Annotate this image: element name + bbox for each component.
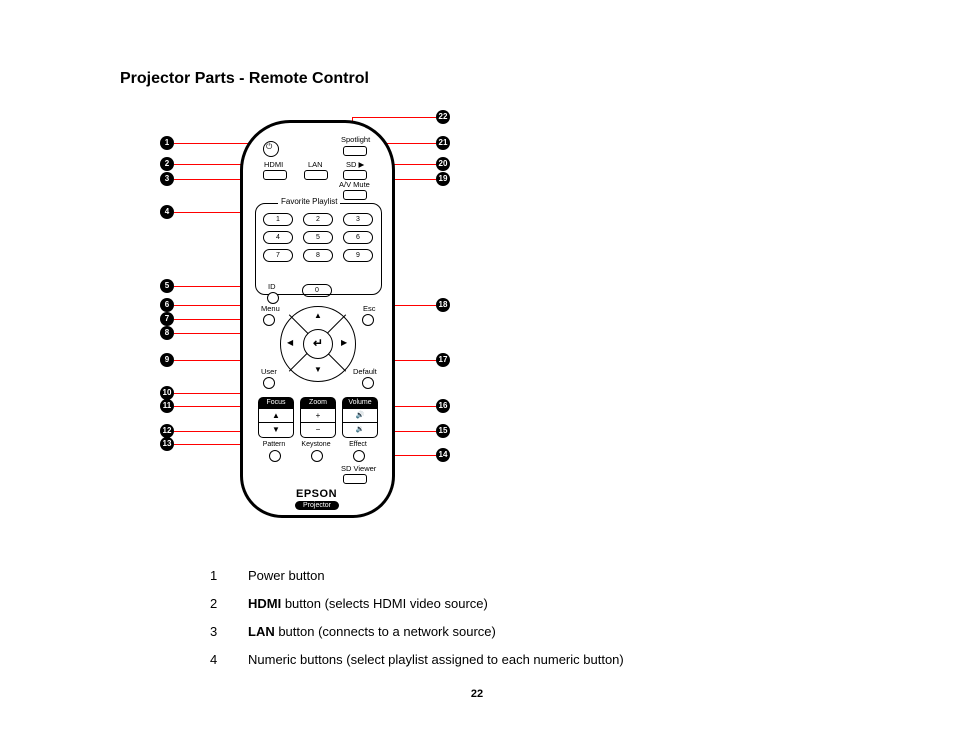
callout-14: 14 — [436, 448, 450, 462]
effect-label: Effect — [343, 441, 373, 448]
legend-row-4: 4Numeric buttons (select playlist assign… — [210, 646, 624, 674]
key-4[interactable]: 4 — [263, 231, 293, 244]
sd-label: SD ▶ — [346, 161, 364, 169]
key-8[interactable]: 8 — [303, 249, 333, 262]
callout-5: 5 — [160, 279, 174, 293]
callout-8: 8 — [160, 326, 174, 340]
legend-list: 1Power button2HDMI button (selects HDMI … — [210, 562, 624, 674]
legend-text: Numeric buttons (select playlist assigne… — [248, 646, 624, 674]
hdmi-label: HDMI — [264, 161, 283, 169]
user-label: User — [261, 368, 277, 376]
page-title: Projector Parts - Remote Control — [120, 70, 369, 88]
brand-label: EPSON — [296, 488, 337, 500]
keystone-button[interactable] — [311, 450, 323, 462]
menu-button[interactable] — [263, 314, 275, 326]
nav-wheel[interactable]: ▲ ▼ ◀ ▶ ↵ — [280, 306, 356, 382]
menu-label: Menu — [261, 305, 280, 313]
key-9[interactable]: 9 — [343, 249, 373, 262]
volume-up-button[interactable]: 🔊 — [342, 408, 378, 423]
sd-button[interactable] — [343, 170, 367, 180]
keystone-label: Keystone — [301, 441, 331, 448]
lan-button[interactable] — [304, 170, 328, 180]
volume-label: Volume — [342, 397, 378, 408]
avmute-label: A/V Mute — [339, 181, 370, 189]
callout-2: 2 — [160, 157, 174, 171]
pattern-label: Pattern — [259, 441, 289, 448]
legend-row-1: 1Power button — [210, 562, 624, 590]
callout-19: 19 — [436, 172, 450, 186]
user-button[interactable] — [263, 377, 275, 389]
page-number: 22 — [0, 688, 954, 700]
legend-num: 1 — [210, 562, 248, 590]
key-6[interactable]: 6 — [343, 231, 373, 244]
callout-16: 16 — [436, 399, 450, 413]
callout-12: 12 — [160, 424, 174, 438]
callout-17: 17 — [436, 353, 450, 367]
volume-down-button[interactable]: 🔉 — [342, 423, 378, 438]
spotlight-button[interactable] — [343, 146, 367, 156]
callout-4: 4 — [160, 205, 174, 219]
sdviewer-button[interactable] — [343, 474, 367, 484]
callout-1: 1 — [160, 136, 174, 150]
esc-button[interactable] — [362, 314, 374, 326]
callout-11: 11 — [160, 399, 174, 413]
legend-text: HDMI button (selects HDMI video source) — [248, 590, 488, 618]
callout-13: 13 — [160, 437, 174, 451]
focus-up-button[interactable]: ▲ — [258, 408, 294, 423]
focus-label: Focus — [258, 397, 294, 408]
legend-text: Power button — [248, 562, 325, 590]
effect-button[interactable] — [353, 450, 365, 462]
key-3[interactable]: 3 — [343, 213, 373, 226]
callout-21: 21 — [436, 136, 450, 150]
enter-button[interactable]: ↵ — [303, 329, 333, 359]
callout-15: 15 — [436, 424, 450, 438]
pattern-button[interactable] — [269, 450, 281, 462]
default-button[interactable] — [362, 377, 374, 389]
legend-row-3: 3LAN button (connects to a network sourc… — [210, 618, 624, 646]
callout-22: 22 — [436, 110, 450, 124]
sdviewer-label: SD Viewer — [341, 465, 376, 473]
hdmi-button[interactable] — [263, 170, 287, 180]
focus-down-button[interactable]: ▼ — [258, 423, 294, 438]
favorite-title: Favorite Playlist — [278, 197, 340, 206]
nav-left-icon: ◀ — [287, 338, 293, 347]
legend-num: 4 — [210, 646, 248, 674]
zoom-label: Zoom — [300, 397, 336, 408]
callout-20: 20 — [436, 157, 450, 171]
power-icon: ⏻ — [266, 143, 272, 151]
id-button[interactable] — [267, 292, 279, 304]
zoom-minus-button[interactable]: − — [300, 423, 336, 438]
key-0[interactable]: 0 — [302, 284, 332, 297]
brand-sub-label: Projector — [295, 501, 339, 510]
default-label: Default — [353, 368, 377, 376]
legend-text: LAN button (connects to a network source… — [248, 618, 496, 646]
zoom-plus-button[interactable]: + — [300, 408, 336, 423]
lan-label: LAN — [308, 161, 323, 169]
id-label: ID — [268, 283, 276, 291]
avmute-button[interactable] — [343, 190, 367, 200]
spotlight-label: Spotlight — [341, 136, 370, 144]
nav-down-icon: ▼ — [314, 365, 322, 374]
remote-diagram: 12345678910111213 222120191817161514 ⏻ S… — [160, 102, 470, 542]
remote-body: ⏻ Spotlight HDMI LAN SD ▶ A/V Mute Favor… — [240, 120, 395, 518]
key-7[interactable]: 7 — [263, 249, 293, 262]
nav-up-icon: ▲ — [314, 311, 322, 320]
legend-num: 3 — [210, 618, 248, 646]
nav-right-icon: ▶ — [341, 338, 347, 347]
key-1[interactable]: 1 — [263, 213, 293, 226]
esc-label: Esc — [363, 305, 376, 313]
callout-18: 18 — [436, 298, 450, 312]
key-2[interactable]: 2 — [303, 213, 333, 226]
legend-num: 2 — [210, 590, 248, 618]
callout-9: 9 — [160, 353, 174, 367]
callout-3: 3 — [160, 172, 174, 186]
key-5[interactable]: 5 — [303, 231, 333, 244]
legend-row-2: 2HDMI button (selects HDMI video source) — [210, 590, 624, 618]
callout-10: 10 — [160, 386, 174, 400]
callout-7: 7 — [160, 312, 174, 326]
callout-6: 6 — [160, 298, 174, 312]
